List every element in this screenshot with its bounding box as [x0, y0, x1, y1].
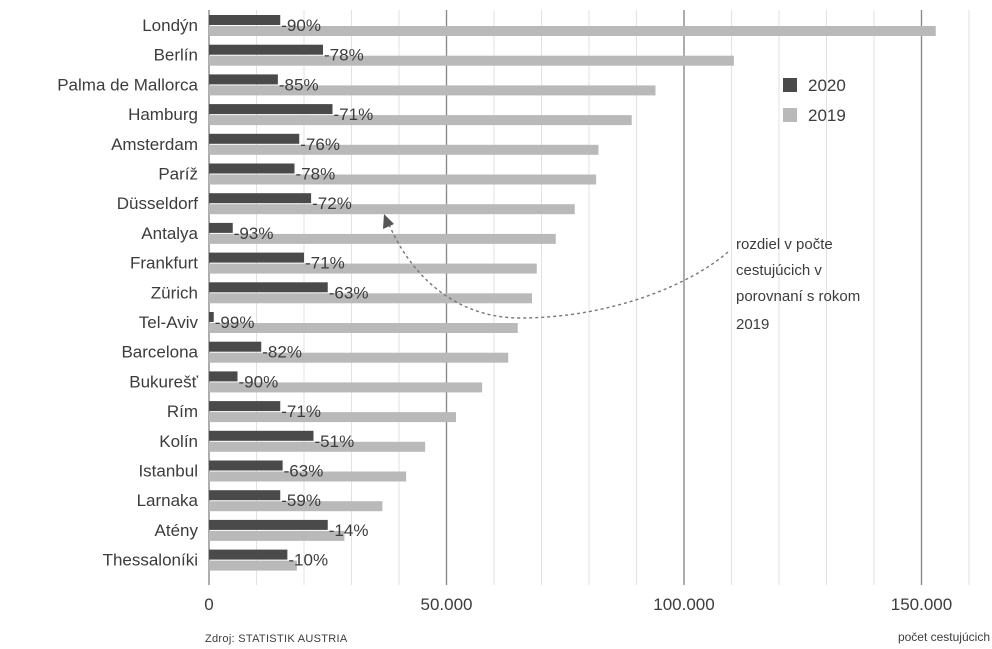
change-label: -93% [234, 224, 274, 243]
bar-2020 [209, 430, 314, 441]
bar-2019 [209, 323, 518, 333]
bar-2019 [209, 174, 597, 185]
change-label: -99% [215, 313, 255, 332]
bar-2020 [209, 252, 304, 263]
category-label: Larnaka [137, 491, 199, 510]
bar-2020 [209, 282, 328, 293]
bar-2019 [209, 441, 426, 452]
x-tick-labels: 0 50.000 100.000 150.000 [204, 595, 952, 614]
legend-swatch-2019 [783, 108, 797, 122]
bar-2020 [209, 15, 281, 25]
annotation-arrow [387, 221, 729, 319]
bar-2020 [209, 44, 323, 55]
legend: 2020 2019 [783, 76, 846, 125]
bar-2019 [209, 115, 632, 126]
category-label: Berlín [154, 46, 198, 65]
category-labels: Londýn Berlín Palma de Mallorca Hamburg Amst… [57, 16, 198, 570]
x-axis-label: počet cestujúcich [898, 630, 990, 644]
bar-2019 [209, 382, 483, 393]
category-label: Amsterdam [111, 135, 198, 154]
x-tick-label: 150.000 [891, 595, 952, 614]
change-label: -72% [312, 194, 352, 213]
annotation-line-4: 2019 [736, 316, 769, 333]
bar-2020 [209, 222, 233, 233]
category-label: Hamburg [128, 105, 198, 124]
bar-2019 [209, 412, 456, 423]
bar-2020 [209, 163, 295, 174]
bar-2020 [209, 549, 288, 560]
annotation-line-3: porovnaní s rokom [736, 288, 860, 305]
change-label: -14% [329, 521, 369, 540]
change-label: -82% [262, 343, 302, 362]
annotation-arrowhead [383, 214, 394, 229]
bar-2019 [209, 293, 532, 304]
source-note: Zdroj: STATISTIK AUSTRIA [205, 633, 348, 645]
legend-label-2019: 2019 [808, 106, 846, 125]
category-label: Tel-Aviv [139, 313, 199, 332]
x-tick-label: 0 [204, 595, 213, 614]
bars [209, 15, 936, 571]
category-label: Frankfurt [130, 254, 198, 273]
change-labels: -90%-78%-85%-71%-76%-78%-72%-93%-71%-63%… [215, 16, 373, 570]
category-label: Zürich [151, 283, 198, 302]
x-tick-label: 100.000 [653, 595, 714, 614]
bar-2019 [209, 263, 537, 274]
bar-2019 [209, 55, 734, 66]
bar-2019 [209, 204, 575, 215]
change-label: -10% [288, 551, 328, 570]
bar-2020 [209, 133, 300, 144]
change-label: -59% [281, 491, 321, 510]
change-label: -85% [279, 75, 319, 94]
change-label: -63% [329, 283, 369, 302]
bar-2019 [209, 26, 936, 36]
category-label: Barcelona [121, 343, 198, 362]
bar-2020 [209, 519, 328, 530]
bar-2019 [209, 530, 345, 541]
bar-2020 [209, 341, 262, 352]
category-label: Thessaloníki [103, 551, 198, 570]
bar-2020 [209, 193, 312, 204]
bar-2020 [209, 104, 333, 115]
bar-2019 [209, 85, 656, 96]
category-label: Istanbul [138, 462, 198, 481]
bar-2020 [209, 312, 214, 322]
change-label: -90% [239, 372, 279, 391]
category-label: Bukurešť [129, 372, 198, 391]
change-label: -78% [296, 165, 336, 184]
bar-2019 [209, 352, 509, 363]
legend-label-2020: 2020 [808, 76, 846, 95]
change-label: -71% [334, 105, 374, 124]
bar-2019 [209, 501, 383, 512]
change-label: -76% [300, 135, 340, 154]
change-label: -78% [324, 46, 364, 65]
bar-2019 [209, 233, 556, 244]
change-label: -71% [281, 402, 321, 421]
category-label: Rím [167, 402, 198, 421]
category-label: Kolín [159, 432, 198, 451]
bar-2020 [209, 74, 278, 85]
change-label: -71% [305, 254, 345, 273]
category-label: Atény [155, 521, 199, 540]
category-label: Paríž [158, 165, 198, 184]
bar-2020 [209, 371, 238, 382]
bar-2019 [209, 144, 599, 155]
annotation-line-2: cestujúcich v [736, 262, 822, 279]
bar-2020 [209, 490, 281, 501]
bar-2020 [209, 460, 283, 471]
annotation-line-1: rozdiel v počte [736, 236, 833, 253]
bar-2019 [209, 560, 297, 571]
category-label: Düsseldorf [117, 194, 199, 213]
change-label: -63% [284, 462, 324, 481]
change-label: -51% [315, 432, 355, 451]
x-tick-label: 50.000 [421, 595, 473, 614]
category-label: Antalya [141, 224, 198, 243]
category-label: Londýn [142, 16, 198, 35]
legend-swatch-2020 [783, 78, 797, 92]
category-label: Palma de Mallorca [57, 75, 198, 94]
bar-2019 [209, 471, 407, 482]
change-label: -90% [281, 16, 321, 35]
annotation: rozdiel v počte cestujúcich v porovnaní … [383, 214, 860, 333]
bar-2020 [209, 401, 281, 412]
